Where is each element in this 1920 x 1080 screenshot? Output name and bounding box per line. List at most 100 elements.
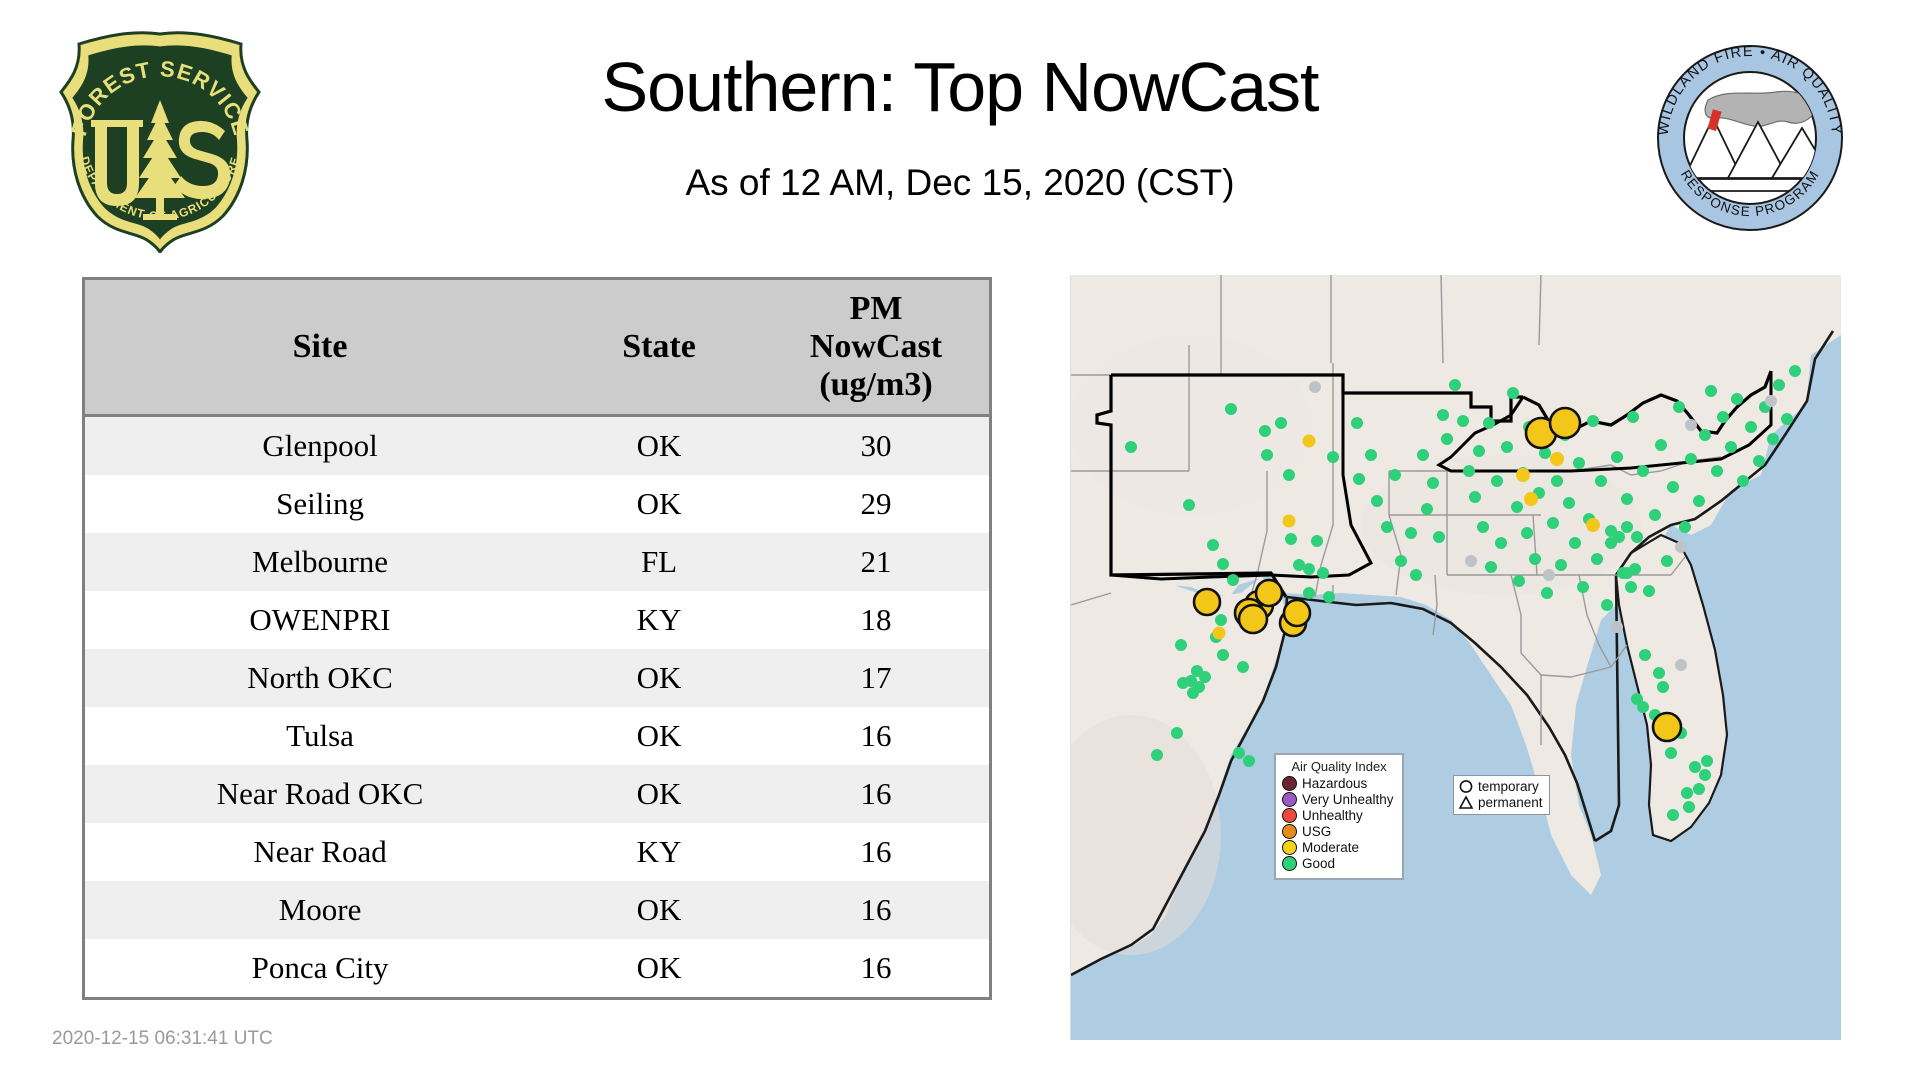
missing-sites-group <box>1255 381 1777 671</box>
table-row: OWENPRI KY 18 <box>85 591 989 650</box>
cell-state: OK <box>555 881 763 940</box>
triangle-icon <box>1458 795 1474 809</box>
cell-state: OK <box>555 939 763 998</box>
legend-dot-moderate <box>1282 840 1297 855</box>
site-marker-near-road-okc <box>1282 598 1312 628</box>
legend-label-moderate: Moderate <box>1302 839 1360 855</box>
table-body: Glenpool OK 30 Seiling OK 29 Melbourne F… <box>85 415 989 998</box>
legend-dot-unhealthy <box>1282 808 1297 823</box>
column-header-state-label: State <box>622 328 696 366</box>
column-header-pm-line1: PM <box>849 290 903 327</box>
aqi-legend: Air Quality Index Hazardous Very Unhealt… <box>1274 753 1404 880</box>
legend-dot-usg <box>1282 824 1297 839</box>
table-header-row: Site State PM NowCast (ug/m3) <box>85 280 989 418</box>
coastline-texas <box>1071 596 1289 977</box>
top-nowcast-sites-group <box>1192 406 1683 743</box>
legend-item-permanent: permanent <box>1458 795 1543 810</box>
legend-dot-very-unhealthy <box>1282 792 1297 807</box>
page-header: FOREST SERVICE DEPARTMENT OF AGRICULTURE <box>0 0 1920 262</box>
legend-item-moderate: Moderate <box>1282 840 1396 855</box>
nowcast-table-container: Site State PM NowCast (ug/m3) Glenpool O… <box>82 277 992 1001</box>
flag-icon <box>1707 109 1722 131</box>
legend-label-hazardous: Hazardous <box>1302 775 1368 791</box>
footer-timestamp: 2020-12-15 06:31:41 UTC <box>52 1028 273 1049</box>
table-row: Moore OK 16 <box>85 881 989 940</box>
column-header-pm-line3: (ug/m3) <box>819 366 933 404</box>
column-header-pm-nowcast: PM NowCast (ug/m3) <box>762 280 989 418</box>
site-marker-melbourne <box>1651 711 1683 743</box>
cell-state: OK <box>555 649 763 708</box>
wfaqrp-seal-logo: WILDLAND FIRE • AIR QUALITY RESPONSE PRO… <box>1650 38 1850 238</box>
column-header-site: Site <box>85 280 556 418</box>
state-outline-kentucky-south <box>1436 371 1773 473</box>
legend-item-unhealthy: Unhealthy <box>1282 808 1396 823</box>
cell-state: OK <box>555 765 763 824</box>
legend-dot-good <box>1282 856 1297 871</box>
state-outline-oklahoma-west <box>1095 375 1288 598</box>
site-marker-seiling-cluster <box>1237 603 1269 635</box>
pine-tree-icon <box>135 100 185 220</box>
state-outline-oklahoma-south <box>1110 393 1374 581</box>
circle-icon <box>1459 780 1473 793</box>
legend-label-unhealthy: Unhealthy <box>1302 807 1363 823</box>
coastline-gulf <box>1286 595 1597 842</box>
aqi-map-panel[interactable]: Air Quality Index Hazardous Very Unhealt… <box>1070 275 1841 1040</box>
legend-label-permanent: permanent <box>1478 794 1543 810</box>
cell-value: 16 <box>762 707 989 766</box>
legend-label-good: Good <box>1302 855 1336 871</box>
cell-site: Moore <box>85 881 556 940</box>
cell-site: North OKC <box>85 649 556 708</box>
usfs-shield-logo: FOREST SERVICE DEPARTMENT OF AGRICULTURE <box>55 28 265 254</box>
cell-site: Seiling <box>85 475 556 534</box>
cell-state: KY <box>555 591 763 650</box>
legend-item-very-unhealthy: Very Unhealthy <box>1282 792 1396 807</box>
table-row: Near Road KY 16 <box>85 823 989 882</box>
legend-item-good: Good <box>1282 856 1396 871</box>
table-row: Glenpool OK 30 <box>85 415 989 476</box>
cell-value: 16 <box>762 823 989 882</box>
cell-value: 18 <box>762 591 989 650</box>
table-row: Near Road OKC OK 16 <box>85 765 989 824</box>
cell-site: Melbourne <box>85 533 556 592</box>
site-type-legend: temporary permanent <box>1453 775 1550 815</box>
legend-label-temporary: temporary <box>1478 778 1539 794</box>
aqi-map-svg[interactable] <box>1071 275 1841 1040</box>
table-header: Site State PM NowCast (ug/m3) <box>85 280 989 418</box>
cell-state: KY <box>555 823 763 882</box>
site-marker-near-road-ky <box>1548 406 1582 440</box>
legend-dot-hazardous <box>1282 776 1297 791</box>
moderate-small-sites-group <box>1212 434 1600 640</box>
table-row: Ponca City OK 16 <box>85 939 989 998</box>
table-row: Seiling OK 29 <box>85 475 989 534</box>
cell-site: Ponca City <box>85 939 556 998</box>
cell-state: OK <box>555 475 763 534</box>
cell-state: OK <box>555 707 763 766</box>
usfs-shield-svg: FOREST SERVICE DEPARTMENT OF AGRICULTURE <box>59 31 261 254</box>
cell-value: 16 <box>762 939 989 998</box>
legend-item-usg: USG <box>1282 824 1396 839</box>
nowcast-table: Site State PM NowCast (ug/m3) Glenpool O… <box>85 280 989 998</box>
cell-site: Glenpool <box>85 415 556 476</box>
cell-state: OK <box>555 415 763 476</box>
state-outline-oklahoma-north <box>1111 373 1523 423</box>
aqi-legend-title: Air Quality Index <box>1291 759 1387 774</box>
page-title: Southern: Top NowCast <box>601 48 1319 126</box>
legend-label-very-unhealthy: Very Unhealthy <box>1302 791 1394 807</box>
cell-site: Tulsa <box>85 707 556 766</box>
table-row: Tulsa OK 16 <box>85 707 989 766</box>
site-marker-ponca-city <box>1192 587 1222 617</box>
cell-value: 30 <box>762 415 989 476</box>
cell-value: 21 <box>762 533 989 592</box>
cell-value: 16 <box>762 881 989 940</box>
monitor-sites-layer <box>1125 365 1801 821</box>
wfaqrp-seal-svg: WILDLAND FIRE • AIR QUALITY RESPONSE PRO… <box>1656 44 1843 231</box>
table-row: Melbourne FL 21 <box>85 533 989 592</box>
cell-value: 29 <box>762 475 989 534</box>
legend-item-temporary: temporary <box>1458 779 1543 794</box>
column-header-state: State <box>555 280 763 418</box>
cell-site: OWENPRI <box>85 591 556 650</box>
cell-value: 16 <box>762 765 989 824</box>
page-subtitle: As of 12 AM, Dec 15, 2020 (CST) <box>685 162 1235 203</box>
cell-value: 17 <box>762 649 989 708</box>
good-sites-group <box>1125 365 1801 821</box>
